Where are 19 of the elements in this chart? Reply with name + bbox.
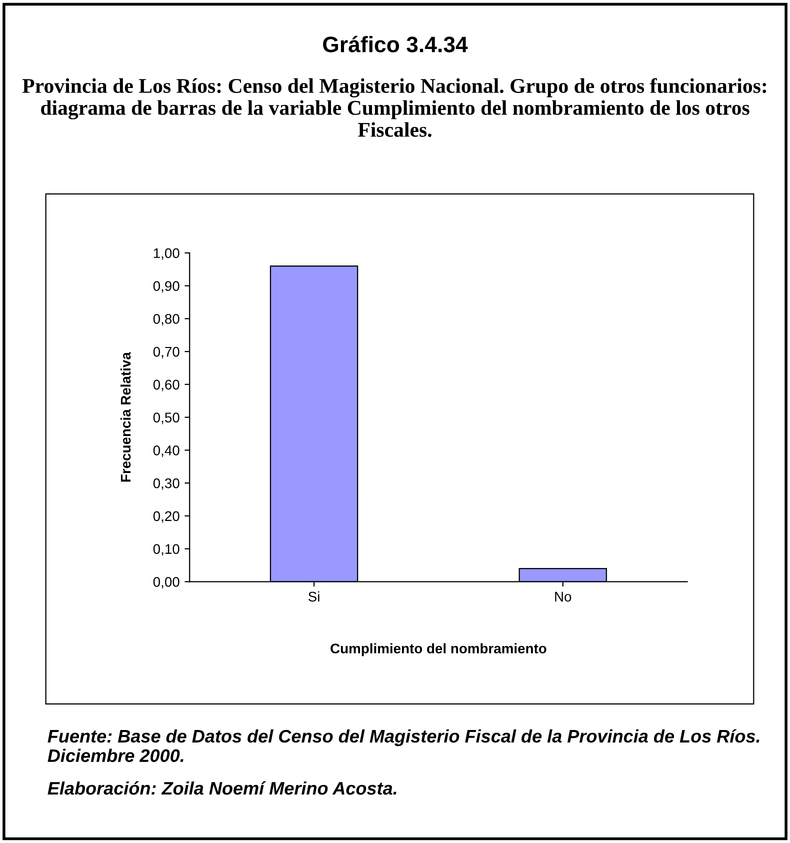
- chart-subtitle: Provincia de Los Ríos: Censo del Magisterio Nacional. Grupo de otros funcionarios: diagrama de barras de la variable Cumplimiento del nombramiento de los otros Fiscales.: [22, 78, 766, 137]
- y-tick-label: 1,00: [154, 248, 180, 260]
- y-tick-label: 0,00: [153, 577, 180, 588]
- y-axis-title: Frecuencia Relativa: [120, 352, 131, 482]
- y-tick-label: 0,80: [153, 314, 180, 326]
- y-tick-label: 0,50: [153, 412, 180, 424]
- y-tick-label: 0,20: [153, 511, 180, 523]
- chart-title: Gráfico 3.4.34: [323, 36, 468, 52]
- y-tick-label: 0,10: [153, 544, 180, 556]
- y-tick-label: 0,90: [153, 281, 180, 293]
- y-tick-label: 0,70: [153, 346, 180, 358]
- y-tick-label: 0,40: [153, 445, 180, 457]
- y-tick-label: 0,60: [153, 380, 180, 392]
- x-axis-title: Cumplimiento del nombramiento: [330, 643, 546, 656]
- x-tick-label: No: [555, 592, 572, 602]
- x-tick-label: Si: [308, 591, 320, 602]
- y-tick-label: 0,30: [153, 478, 180, 490]
- source-note: Fuente: Base de Datos del Censo del Magisterio Fiscal de la Provincia de Los Ríos. Diciembre 2000.: [48, 729, 760, 762]
- text: Elaboración: Zoila Noemí Merino Acosta.: [48, 781, 396, 795]
